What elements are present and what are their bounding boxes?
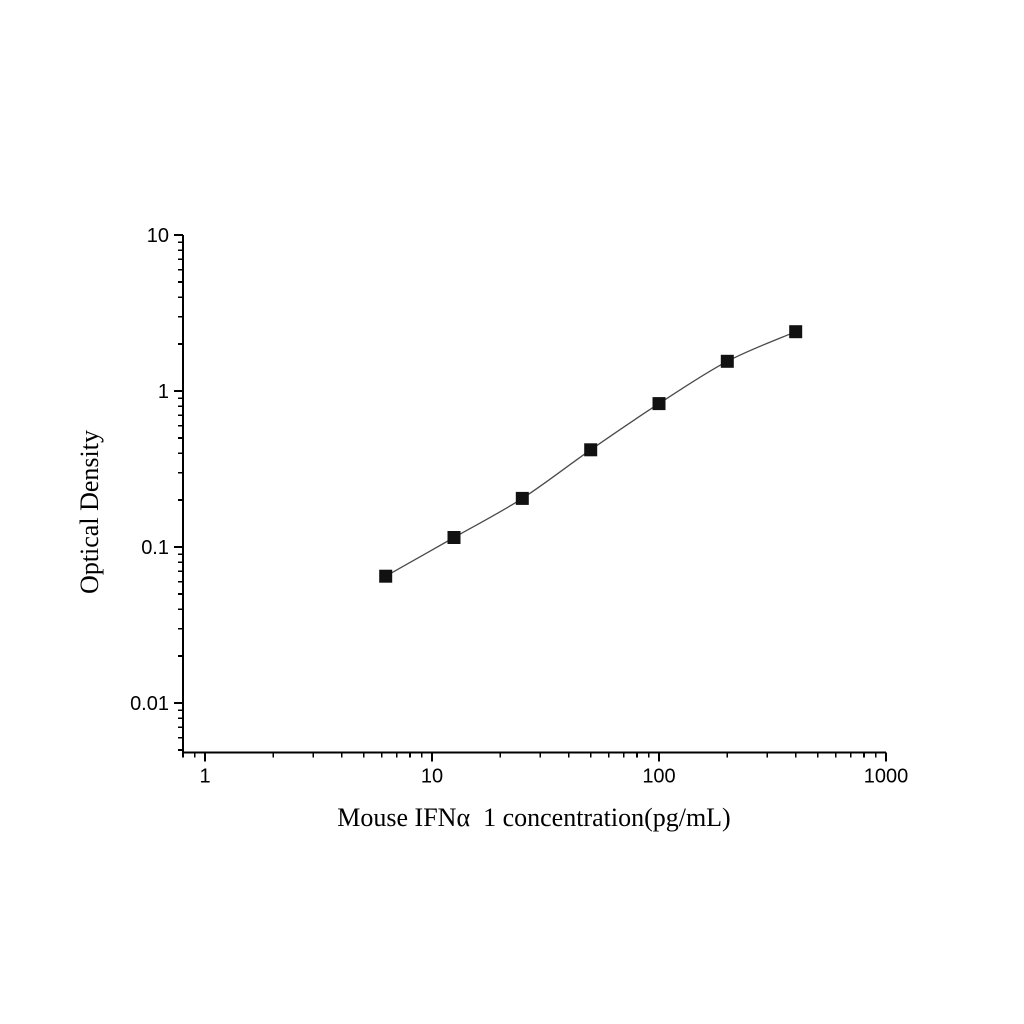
data-point-marker [652,397,666,411]
data-point-marker [447,531,461,544]
data-point-marker [584,443,598,457]
y-tick-label: 0.1 [141,537,169,559]
y-axis-title: Optical Density [75,430,104,594]
data-point-marker [720,354,734,368]
x-tick-label: 1000 [864,766,909,788]
data-point-marker [379,569,393,583]
x-axis-title: Mouse IFNα 1 concentration(pg/mL) [337,803,731,832]
y-tick-label: 1 [158,381,169,403]
x-tick-label: 100 [642,766,675,788]
data-point-marker [789,325,803,339]
data-point-marker [515,491,529,505]
x-tick-label: 1 [199,766,210,788]
x-tick-label: 10 [421,766,443,788]
y-tick-label: 0.01 [130,693,169,715]
y-tick-label: 10 [147,225,169,247]
